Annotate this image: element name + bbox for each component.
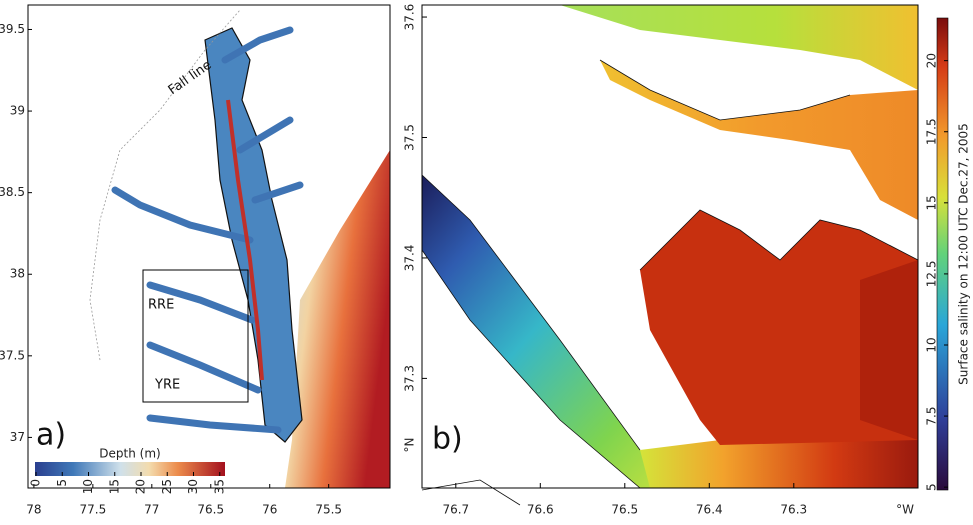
colorbar-tick-label: 35 <box>212 479 226 494</box>
x-tick-label: 75.5 <box>315 503 342 517</box>
colorbar-tick-label: 30 <box>186 479 200 494</box>
x-tick-label: 78 <box>26 503 41 517</box>
y-tick-label: 37.5 <box>0 348 25 362</box>
colorbar-tick-label: 7.5 <box>925 407 939 426</box>
colorbar-tick-label: 15 <box>107 479 121 494</box>
panel-a-map <box>89 9 390 488</box>
x-tick-label: 76.7 <box>442 503 469 517</box>
colorbar-tick-label: 20 <box>925 53 939 68</box>
x-tick-label: 76.3 <box>780 503 807 517</box>
colorbar-tick-label: 12.5 <box>925 261 939 288</box>
colorbar-tick-label: 10 <box>81 479 95 494</box>
y-unit-label: °N <box>403 438 417 453</box>
y-tick-label: 38.5 <box>0 185 25 199</box>
y-tick-label: 37.4 <box>403 245 417 272</box>
colorbar-tick-label: 5 <box>925 483 939 491</box>
yre-label: YRE <box>154 378 180 393</box>
panel-b-frame <box>421 4 919 489</box>
y-tick-label: 37.5 <box>403 124 417 151</box>
x-tick-label: 77.5 <box>79 503 106 517</box>
colorbar-tick-label: 17.5 <box>925 118 939 145</box>
x-tick-label: 76.5 <box>611 503 638 517</box>
x-tick-label: 76.5 <box>197 503 224 517</box>
depth-colorbar-label: Depth (m) <box>99 447 160 461</box>
y-tick-label: 37.3 <box>403 365 417 392</box>
colorbar-tick-label: 15 <box>925 195 939 210</box>
y-tick-label: 39.5 <box>0 22 25 36</box>
rre-label: RRE <box>148 298 174 313</box>
x-tick-label: 76 <box>262 503 277 517</box>
colorbar-tick-label: 20 <box>134 479 148 494</box>
colorbar-tick-label: 5 <box>55 479 69 487</box>
x-tick-label: 76.4 <box>696 503 723 517</box>
salinity-colorbar <box>936 17 949 491</box>
panel-a-frame <box>27 4 391 489</box>
salinity-colorbar-label: Surface salinity on 12:00 UTC Dec.27, 20… <box>957 123 971 385</box>
colorbar-tick-label: 10 <box>925 337 939 352</box>
x-unit-label: °W <box>896 503 914 517</box>
colorbar-tick-label: 25 <box>160 479 174 494</box>
panel-b-map <box>421 5 919 506</box>
x-tick-label: 76.6 <box>527 503 554 517</box>
depth-colorbar <box>35 462 225 476</box>
panel-a-label: a) <box>36 418 66 453</box>
y-tick-label: 38 <box>10 267 25 281</box>
panel-b-label: b) <box>432 422 463 457</box>
y-tick-label: 37.6 <box>403 4 417 31</box>
y-tick-label: 39 <box>10 104 25 118</box>
fall-line-label: Fall line <box>166 58 215 98</box>
colorbar-tick-label: 0 <box>29 479 43 487</box>
y-tick-label: 37 <box>10 430 25 444</box>
x-tick-label: 77 <box>144 503 159 517</box>
